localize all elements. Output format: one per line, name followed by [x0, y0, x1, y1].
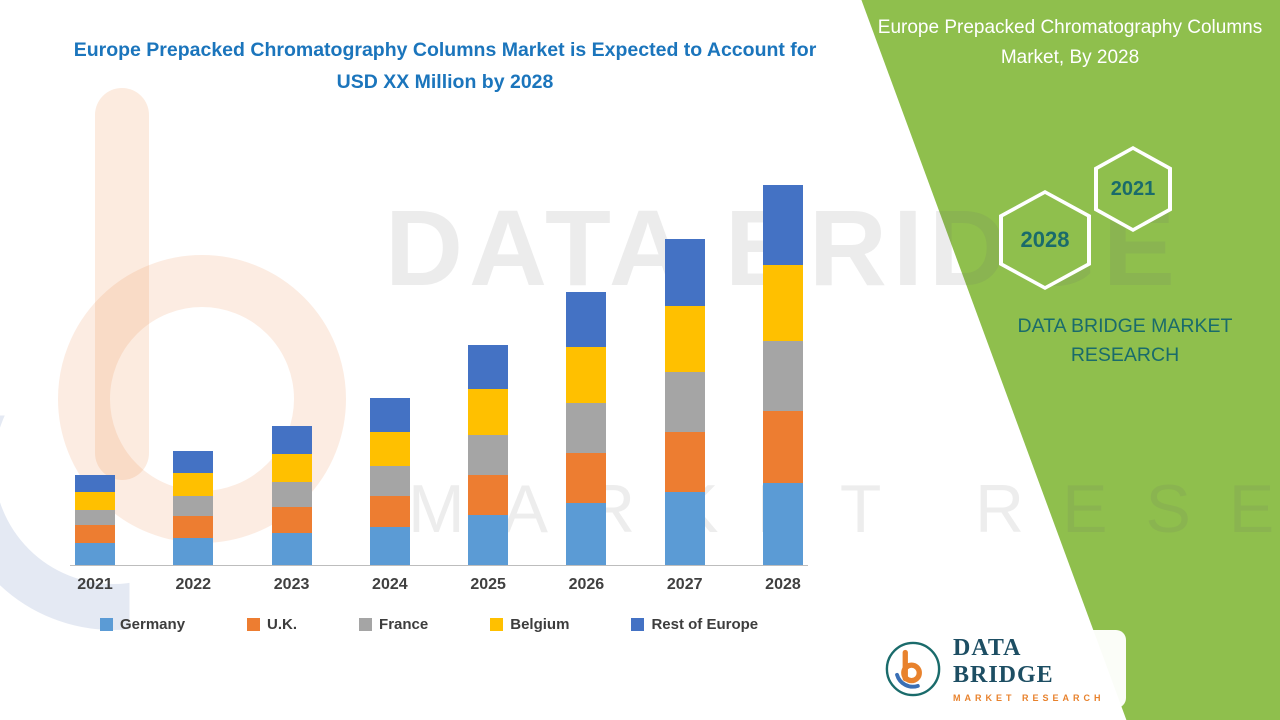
x-axis-label-2024: 2024 [372, 576, 408, 593]
x-axis-label-2023: 2023 [273, 576, 310, 593]
bar-segment-germany-2021 [75, 543, 115, 565]
legend: Germany U.K. France Belgium Rest of Europe [100, 616, 758, 633]
x-axis-label-2022: 2022 [175, 576, 212, 593]
footer-logo-name: DATA BRIDGE [953, 635, 1054, 688]
bar-segment-france-2027 [664, 372, 705, 432]
legend-label: France [379, 616, 429, 633]
bar-segment-belgium-2027 [664, 306, 705, 372]
bar-segment-uk-2025 [468, 475, 509, 515]
bar-segment-germany-2028 [762, 483, 803, 565]
bar-2024 [369, 398, 410, 565]
bar-segment-france-2022 [173, 496, 214, 516]
bar-segment-uk-2026 [566, 453, 607, 503]
legend-label: U.K. [267, 616, 298, 633]
side-panel-heading: Europe Prepacked Chromatography Columns … [877, 17, 1263, 69]
bar-segment-restofeurope-2026 [566, 292, 607, 347]
bar-segment-belgium-2028 [762, 265, 803, 341]
bar-segment-uk-2022 [173, 516, 214, 538]
footer-logo-text: DATA BRIDGE MARKET RESEARCH [953, 635, 1112, 703]
bar-segment-restofeurope-2024 [369, 398, 410, 432]
bar-segment-restofeurope-2022 [173, 451, 214, 473]
bar-segment-restofeurope-2021 [75, 475, 115, 492]
legend-label: Germany [120, 616, 186, 633]
bar-2027 [664, 239, 705, 565]
legend-swatch [247, 618, 261, 631]
bar-segment-belgium-2021 [75, 492, 115, 510]
bar-segment-france-2023 [271, 482, 312, 507]
bar-segment-uk-2023 [271, 507, 312, 533]
bar-segment-restofeurope-2023 [271, 426, 312, 454]
side-panel-brand-text: DATA BRIDGE MARKET RESEARCH [1017, 315, 1233, 367]
bar-2028 [762, 185, 803, 565]
legend-item-restofeurope: Rest of Europe [631, 616, 758, 633]
legend-item-germany: Germany [100, 616, 185, 633]
bar-segment-germany-2022 [173, 538, 214, 565]
bar-segment-germany-2024 [369, 527, 410, 565]
legend-item-belgium: Belgium [490, 616, 569, 633]
bar-segment-uk-2027 [664, 432, 705, 492]
footer-logo-tagline: MARKET RESEARCH [953, 693, 1105, 703]
legend-swatch [490, 618, 504, 631]
footer-logo: DATA BRIDGE MARKET RESEARCH [870, 630, 1126, 708]
bar-segment-france-2028 [762, 341, 803, 411]
bar-segment-france-2026 [566, 403, 607, 453]
bar-segment-belgium-2026 [566, 347, 607, 403]
bar-segment-belgium-2024 [369, 432, 410, 466]
bar-segment-france-2025 [468, 435, 509, 475]
data-bridge-logo-icon [885, 641, 941, 697]
legend-item-uk: U.K. [247, 616, 297, 633]
legend-label: Rest of Europe [651, 616, 759, 633]
x-axis-labels: 2021 2022 2023 2024 2025 2026 2027 2028 [75, 576, 803, 594]
hexagon-2021-label: 2021 [1110, 177, 1156, 200]
bar-2022 [173, 451, 214, 565]
bar-segment-restofeurope-2028 [762, 185, 803, 265]
bar-segment-uk-2028 [762, 411, 803, 483]
x-axis-label-2027: 2027 [666, 576, 703, 593]
x-axis-label-2021: 2021 [77, 576, 113, 593]
bar-segment-belgium-2025 [468, 389, 509, 435]
bar-segment-belgium-2023 [271, 454, 312, 482]
bar-2025 [468, 345, 509, 565]
bar-segment-germany-2027 [664, 492, 705, 565]
legend-item-france: France [359, 616, 428, 633]
bar-2026 [566, 292, 607, 565]
bar-segment-belgium-2022 [173, 473, 214, 496]
x-axis-label-2028: 2028 [765, 576, 801, 593]
bar-segment-germany-2026 [566, 503, 607, 565]
bar-2021 [75, 475, 115, 565]
plot-area [75, 165, 803, 565]
bar-segment-germany-2025 [468, 515, 509, 565]
bar-segment-france-2021 [75, 510, 115, 525]
legend-label: Belgium [510, 616, 570, 633]
x-axis-line [70, 565, 808, 566]
legend-swatch [100, 618, 113, 631]
legend-swatch [359, 618, 373, 631]
x-axis-label-2026: 2026 [568, 576, 605, 593]
legend-swatch [631, 618, 645, 631]
bar-segment-restofeurope-2025 [468, 345, 509, 389]
bar-segment-france-2024 [369, 466, 410, 496]
chart-title: Europe Prepacked Chromatography Columns … [73, 39, 817, 94]
hexagon-2028-label: 2028 [1020, 227, 1070, 252]
x-axis-label-2025: 2025 [470, 576, 506, 593]
bar-segment-uk-2024 [369, 496, 410, 527]
bar-2023 [271, 426, 312, 565]
bar-segment-uk-2021 [75, 525, 115, 543]
bar-segment-restofeurope-2027 [664, 239, 705, 306]
bar-segment-germany-2023 [271, 533, 312, 565]
